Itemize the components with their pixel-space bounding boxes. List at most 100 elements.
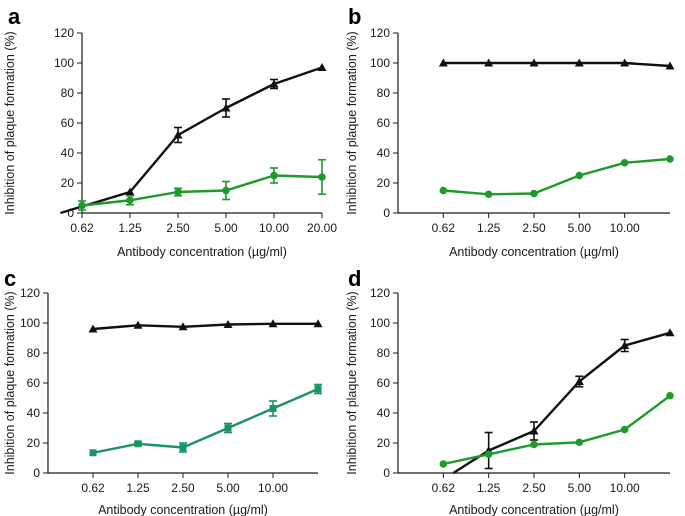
data-point-circle <box>666 155 674 163</box>
x-tick-label: 5.00 <box>568 221 592 235</box>
data-point-circle <box>126 196 134 205</box>
data-point-triangle <box>620 341 630 349</box>
x-tick-label: 5.00 <box>216 481 240 495</box>
x-tick-label: 0.62 <box>70 221 94 235</box>
data-point-circle <box>575 438 584 447</box>
y-tick-label: 100 <box>20 316 40 330</box>
data-point-circle <box>666 391 674 400</box>
data-point-triangle <box>438 58 448 67</box>
series-line <box>92 387 319 454</box>
series-line <box>81 174 323 207</box>
data-point-circle <box>222 186 230 195</box>
x-tick-label: 5.00 <box>214 221 238 235</box>
x-tick-label: 2.50 <box>166 221 190 235</box>
series-black <box>60 63 327 215</box>
data-point-circle <box>620 425 629 434</box>
series-black <box>438 58 675 70</box>
x-axis-title: Antibody concentration (µg/ml) <box>98 503 268 516</box>
panel-letter: b <box>348 4 361 29</box>
data-point-circle <box>484 450 493 459</box>
series-green <box>439 155 674 199</box>
series-line <box>443 394 671 466</box>
y-tick-label: 40 <box>27 406 41 420</box>
data-point-circle <box>174 188 182 196</box>
y-tick-label: 120 <box>54 26 74 40</box>
y-tick-label: 20 <box>377 176 391 190</box>
data-point-triangle <box>221 103 231 112</box>
y-tick-label: 120 <box>370 286 390 300</box>
panel-letter: c <box>4 266 16 291</box>
data-point-triangle <box>125 187 135 196</box>
data-point-square <box>269 405 277 412</box>
data-point-triangle <box>223 320 233 328</box>
data-point-triangle <box>484 58 494 67</box>
series-line <box>443 61 671 68</box>
data-point-triangle <box>178 322 188 331</box>
panel-b: b 0 20 40 60 80 100 120 0.62 1.25 2.50 5.00 10.00 Ant… <box>345 4 675 259</box>
series-green <box>439 391 674 468</box>
series-black <box>88 319 323 333</box>
y-tick-label: 40 <box>61 146 75 160</box>
data-point-triangle <box>665 61 675 70</box>
x-tick-label: 20.00 <box>307 221 337 235</box>
y-tick-label: 0 <box>67 206 74 220</box>
y-axis-title: Inhibition of plaque formation (%) <box>345 31 359 214</box>
x-tick-label: 2.50 <box>522 481 546 495</box>
panel-d: d 0 20 40 60 80 100 120 0.62 1.25 2.50 5.00 10.00 Ant… <box>345 266 675 516</box>
y-tick-label: 100 <box>54 56 74 70</box>
y-tick-label: 20 <box>61 176 75 190</box>
series-line <box>92 322 318 331</box>
y-tick-label: 120 <box>20 286 40 300</box>
data-point-circle <box>484 190 493 199</box>
data-point-square <box>314 385 322 393</box>
series-line <box>452 331 671 475</box>
data-point-triangle <box>269 79 279 88</box>
series-green <box>78 158 326 211</box>
x-tick-label: 1.25 <box>477 221 501 235</box>
data-point-triangle <box>173 130 183 139</box>
data-point-triangle <box>574 58 584 67</box>
y-tick-label: 100 <box>370 316 390 330</box>
y-tick-label: 0 <box>383 206 390 220</box>
data-point-triangle <box>268 319 278 328</box>
x-tick-label: 10.00 <box>610 481 640 495</box>
y-tick-label: 80 <box>377 86 391 100</box>
series-black <box>452 328 675 475</box>
y-axis-title: Inhibition of plaque formation (%) <box>3 31 17 214</box>
y-tick-label: 20 <box>377 436 391 450</box>
data-point-triangle <box>313 319 323 328</box>
y-tick-label: 0 <box>33 466 40 480</box>
data-point-triangle <box>317 63 327 71</box>
data-point-square <box>134 440 142 448</box>
y-tick-label: 80 <box>27 346 41 360</box>
data-point-circle <box>575 171 584 180</box>
x-tick-label: 10.00 <box>259 221 289 235</box>
panel-c: c 0 20 40 60 80 100 120 0.62 1.25 2.50 5.00 10.00 Ant… <box>3 266 323 516</box>
panel-letter: d <box>348 266 361 291</box>
data-point-triangle <box>529 58 539 67</box>
data-point-square <box>179 444 187 451</box>
data-point-square <box>89 449 97 457</box>
data-point-triangle <box>88 324 98 333</box>
data-point-circle <box>530 189 538 198</box>
data-point-circle <box>439 460 448 468</box>
data-point-circle <box>78 201 86 210</box>
x-tick-label: 5.00 <box>568 481 592 495</box>
x-tick-label: 1.25 <box>118 221 142 235</box>
x-tick-label: 1.25 <box>477 481 501 495</box>
data-point-circle <box>620 158 629 167</box>
y-tick-label: 100 <box>370 56 390 70</box>
y-axis-title: Inhibition of plaque formation (%) <box>345 291 359 474</box>
x-tick-label: 2.50 <box>171 481 195 495</box>
series-teal <box>89 383 322 457</box>
y-tick-label: 80 <box>377 346 391 360</box>
x-tick-label: 10.00 <box>610 221 640 235</box>
y-tick-label: 0 <box>383 466 390 480</box>
y-tick-label: 60 <box>27 376 41 390</box>
data-point-square <box>224 424 232 432</box>
data-point-triangle <box>665 328 675 337</box>
y-axis-title: Inhibition of plaque formation (%) <box>3 291 17 474</box>
x-tick-label: 10.00 <box>258 481 288 495</box>
y-tick-label: 120 <box>370 26 390 40</box>
